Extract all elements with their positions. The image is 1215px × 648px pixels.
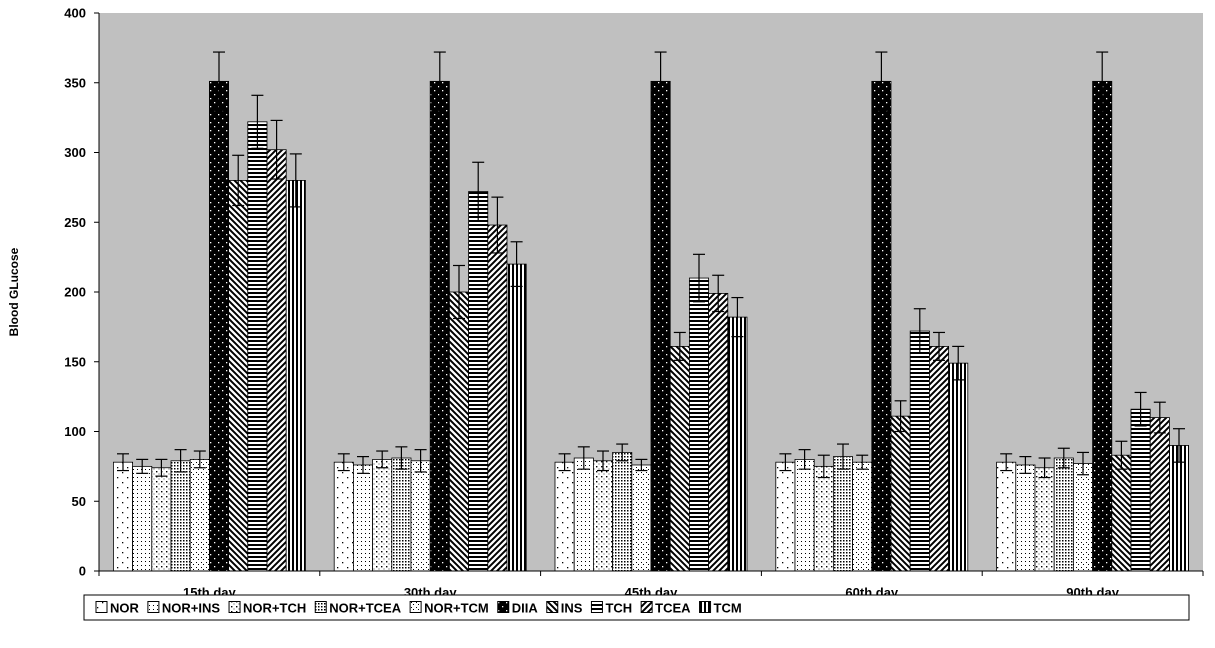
y-tick-label: 350 [64, 75, 86, 90]
bar [333, 461, 354, 572]
bar [593, 460, 614, 572]
legend-swatch [699, 601, 712, 613]
y-tick-label: 400 [64, 6, 86, 21]
legend: NOR NOR+INS NOR+TCH NOR+TCEA NOR+TCM DIIA INS T… [83, 594, 1190, 621]
bar [1111, 454, 1132, 572]
y-tick-label: 100 [64, 424, 86, 439]
bar [468, 191, 489, 572]
bar [170, 460, 191, 572]
legend-swatch [497, 601, 510, 613]
bar [890, 415, 911, 572]
y-tick-label: 0 [79, 564, 86, 579]
bar [794, 458, 815, 572]
legend-swatch [409, 601, 422, 613]
y-axis-label: Blood GLucose [7, 247, 21, 336]
bar [1015, 464, 1036, 572]
bar [429, 80, 450, 572]
bar [631, 464, 652, 572]
bar [132, 465, 153, 572]
bar [727, 316, 748, 572]
bar [285, 179, 306, 572]
legend-label: NOR+TCM [424, 601, 489, 616]
y-tick-label: 200 [64, 285, 86, 300]
bar [554, 461, 575, 572]
legend-label: DIIA [512, 601, 539, 616]
bar [266, 149, 287, 572]
bar [487, 224, 508, 572]
legend-label: NOR+INS [162, 601, 220, 616]
y-tick-label: 50 [72, 494, 86, 509]
bar [852, 461, 873, 572]
bar [1130, 408, 1151, 572]
bar [813, 465, 834, 572]
legend-swatch [640, 601, 653, 613]
bar [650, 80, 671, 572]
legend-swatch [590, 601, 603, 613]
bar [833, 456, 854, 572]
bar [372, 458, 393, 572]
bar [775, 461, 796, 572]
legend-swatch [546, 601, 559, 613]
bar [929, 346, 950, 572]
bar [1053, 457, 1074, 572]
bar [391, 457, 412, 572]
bar [612, 452, 633, 572]
bar [871, 80, 892, 572]
legend-swatch [147, 601, 160, 613]
legend-swatch [228, 601, 241, 613]
bar [1169, 445, 1190, 572]
bar [909, 330, 930, 572]
y-tick-label: 150 [64, 354, 86, 369]
bar [189, 458, 210, 572]
bar [247, 121, 268, 572]
bar [113, 461, 134, 572]
bar [1034, 467, 1055, 572]
legend-label: NOR+TCH [243, 601, 306, 616]
legend-label: TCEA [655, 601, 691, 616]
bar [1092, 80, 1113, 572]
y-tick-label: 250 [64, 215, 86, 230]
bar [448, 291, 469, 572]
legend-label: TCM [714, 601, 742, 616]
bar [1149, 417, 1170, 572]
legend-label: NOR [110, 601, 140, 616]
y-tick-label: 300 [64, 145, 86, 160]
bar [1073, 463, 1094, 572]
bar [708, 292, 729, 572]
bar [151, 467, 172, 572]
legend-swatch [314, 601, 327, 613]
bar [669, 346, 690, 572]
legend-label: INS [561, 601, 583, 616]
bar [208, 80, 229, 572]
bar [506, 263, 527, 572]
legend-label: NOR+TCEA [329, 601, 401, 616]
bar [689, 277, 710, 572]
legend-label: TCH [605, 601, 632, 616]
bar [228, 179, 249, 572]
y-axis: 0 50 100 150 200 250 300 350 400 [64, 6, 100, 579]
bar [352, 464, 373, 572]
bar [996, 461, 1017, 572]
bar [410, 460, 431, 572]
legend-swatch [95, 601, 108, 613]
bar [573, 457, 594, 572]
bar [948, 362, 969, 572]
